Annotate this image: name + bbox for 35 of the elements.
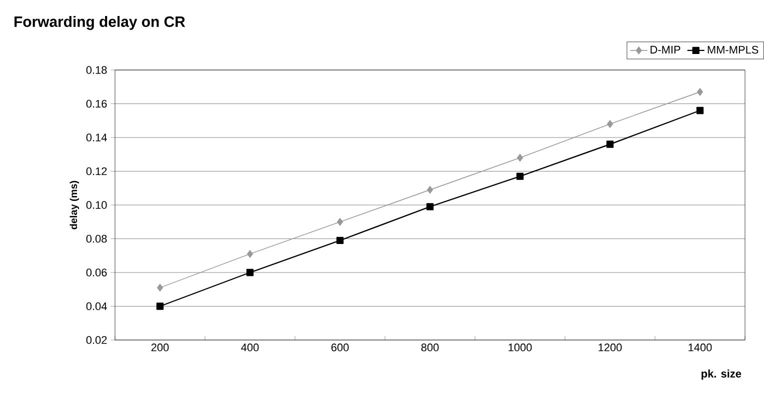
y-tick-label: 0.04: [86, 302, 107, 310]
point: [156, 302, 164, 310]
point: [606, 120, 614, 128]
legend-label: D-MIP: [650, 46, 680, 54]
x-tick-label: 1400: [688, 344, 712, 352]
point: [516, 172, 524, 180]
y-tick-label: 0.10: [86, 201, 107, 209]
point: [696, 106, 704, 114]
point: [606, 140, 614, 148]
x-tick-label: 800: [421, 344, 439, 352]
x-tick-label: 1000: [508, 344, 532, 352]
y-tick-label: 0.14: [86, 134, 107, 142]
y-tick-label: 0.02: [86, 336, 107, 344]
point: [696, 88, 704, 96]
point: [156, 284, 164, 292]
y-tick-label: 0.18: [86, 66, 107, 74]
point: [516, 154, 524, 162]
x-tick-label: 200: [151, 344, 169, 352]
y-axis-title: delay (ms): [70, 180, 80, 230]
y-tick-label: 0.08: [86, 234, 107, 243]
y-tick-label: 0.16: [86, 100, 107, 108]
point: [426, 203, 434, 210]
y-tick-label: 0.06: [86, 268, 107, 276]
chart-title: Forwarding delay on CR: [14, 16, 186, 30]
x-tick-label: 1200: [598, 344, 622, 352]
x-tick-label: 400: [241, 344, 259, 352]
x-axis-title: pk. size: [702, 370, 742, 380]
legend-label: MM-MPLS: [708, 46, 758, 54]
point: [336, 218, 344, 226]
point: [246, 250, 254, 258]
point: [336, 236, 344, 244]
point: [246, 268, 254, 276]
y-tick-label: 0.12: [86, 167, 107, 176]
x-tick-label: 600: [331, 344, 349, 352]
point: [426, 186, 434, 194]
